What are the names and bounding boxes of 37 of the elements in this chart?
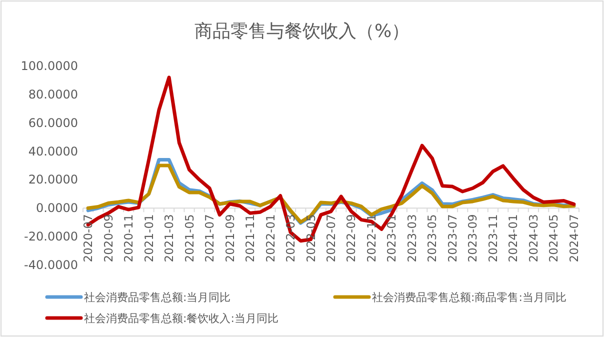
x-tick-label: 2023-11: [486, 214, 500, 262]
x-tick-label: 2022-09: [344, 214, 358, 262]
x-tick-label: 2020-09: [101, 214, 116, 262]
x-tick-label: 2022-05: [304, 214, 318, 262]
x-tick-label: 2024-03: [526, 214, 540, 262]
x-tick-label: 2021-01: [142, 214, 156, 262]
title: 商品零售与餐饮收入（%）: [194, 21, 410, 42]
legend-label: 社会消费品零售总额:餐饮收入:当月同比: [84, 312, 278, 325]
x-tick-label: 2023-01: [384, 214, 399, 262]
legend-label: 社会消费品零售总额:商品零售:当月同比: [372, 291, 566, 304]
x-tick-label: 2024-07: [566, 214, 581, 262]
legend-label: 社会消费品零售总额:当月同比: [84, 291, 231, 304]
y-tick-label: -40.0000: [24, 258, 78, 272]
y-tick-label: 40.0000: [28, 144, 78, 158]
y-tick-label: -20.0000: [24, 230, 78, 244]
x-tick-label: 2022-03: [284, 214, 298, 262]
x-tick-label: 2020-11: [122, 214, 136, 262]
x-tick-label: 2022-11: [364, 214, 378, 262]
y-tick-label: 100.0000: [20, 59, 78, 73]
y-tick-label: 0.0000: [36, 201, 78, 216]
x-tick-label: 2021-09: [222, 214, 237, 262]
x-tick-label: 2021-11: [243, 214, 258, 262]
x-tick-label: 2023-07: [445, 214, 460, 262]
x-tick-label: 2021-05: [182, 214, 196, 262]
y-tick-label: 80.0000: [28, 87, 78, 102]
x-tick-label: 2024-01: [506, 214, 520, 262]
y-tick-label: 20.0000: [28, 172, 78, 187]
x-tick-label: 2021-07: [202, 214, 217, 262]
x-tick-label: 2024-05: [546, 214, 561, 262]
x-tick-label: 2023-03: [404, 214, 419, 262]
x-tick-label: 2022-07: [324, 214, 338, 262]
x-tick-label: 2021-03: [162, 214, 176, 262]
x-tick-label: 2022-01: [263, 214, 278, 262]
x-tick-label: 2023-09: [466, 214, 480, 262]
x-tick-label: 2020-07: [81, 214, 96, 262]
x-tick-label: 2023-05: [425, 214, 440, 262]
y-tick-label: 60.0000: [28, 116, 78, 130]
